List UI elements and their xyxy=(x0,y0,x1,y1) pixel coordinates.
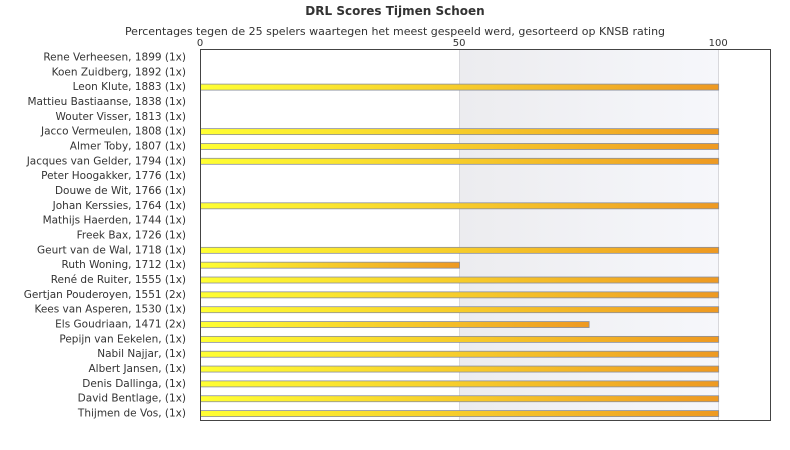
bar xyxy=(200,83,720,91)
bar xyxy=(200,321,590,328)
category-label: Almer Toby, 1807 (1x) xyxy=(70,140,186,152)
category-label: Douwe de Wit, 1766 (1x) xyxy=(55,185,186,197)
category-label: Albert Jansen, (1x) xyxy=(88,363,186,375)
category-label: René de Ruiter, 1555 (1x) xyxy=(51,274,186,286)
category-label: Mathijs Haerden, 1744 (1x) xyxy=(43,215,186,227)
category-label: Kees van Asperen, 1530 (1x) xyxy=(34,304,186,316)
bar xyxy=(200,128,720,136)
bar xyxy=(200,395,720,403)
chart-title: DRL Scores Tijmen Schoen xyxy=(305,4,485,18)
category-label: Ruth Woning, 1712 (1x) xyxy=(62,259,187,271)
category-label: Mattieu Bastiaanse, 1838 (1x) xyxy=(27,96,186,108)
category-label: Peter Hoogakker, 1776 (1x) xyxy=(41,170,186,182)
category-label: Freek Bax, 1726 (1x) xyxy=(77,230,186,242)
bar xyxy=(200,365,720,373)
category-label: Koen Zuidberg, 1892 (1x) xyxy=(52,66,186,78)
bar xyxy=(200,261,460,269)
category-label: Gertjan Pouderoyen, 1551 (2x) xyxy=(24,289,186,301)
bar xyxy=(200,157,720,165)
bar xyxy=(200,291,720,299)
category-label: Johan Kerssies, 1764 (1x) xyxy=(52,200,186,212)
category-label: David Bentlage, (1x) xyxy=(78,393,186,405)
category-label: Els Goudriaan, 1471 (2x) xyxy=(55,319,186,331)
category-label: Geurt van de Wal, 1718 (1x) xyxy=(37,244,186,256)
category-label: Jacco Vermeulen, 1808 (1x) xyxy=(40,126,186,138)
bar xyxy=(200,276,720,284)
category-label: Leon Klute, 1883 (1x) xyxy=(73,81,186,93)
category-label: Rene Verheesen, 1899 (1x) xyxy=(43,51,186,63)
category-label: Pepijn van Eekelen, (1x) xyxy=(59,333,186,345)
bar xyxy=(200,335,720,343)
bar xyxy=(200,350,720,358)
x-tick-label: 100 xyxy=(709,38,728,49)
bar xyxy=(200,380,720,388)
category-label: Denis Dallinga, (1x) xyxy=(82,378,186,390)
bar xyxy=(200,202,720,210)
plot-area xyxy=(200,49,771,421)
category-label: Wouter Visser, 1813 (1x) xyxy=(56,111,187,123)
chart-subtitle: Percentages tegen de 25 spelers waartege… xyxy=(124,25,666,38)
category-label: Thijmen de Vos, (1x) xyxy=(77,408,186,420)
bar xyxy=(200,306,720,314)
category-label: Jacques van Gelder, 1794 (1x) xyxy=(26,155,186,167)
x-tick-label: 0 xyxy=(197,38,203,49)
category-label: Nabil Najjar, (1x) xyxy=(97,348,186,360)
background-band xyxy=(459,49,719,420)
bar xyxy=(200,246,720,254)
bar xyxy=(200,143,720,150)
x-tick-label: 50 xyxy=(453,38,466,49)
bar xyxy=(200,410,720,417)
